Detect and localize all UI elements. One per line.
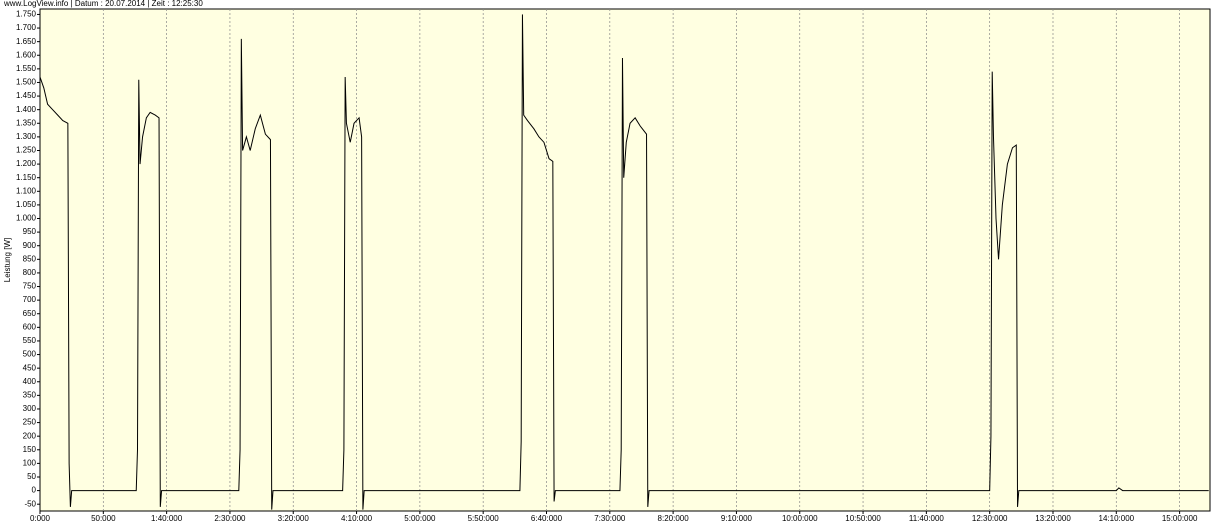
- y-tick-label: 850: [23, 254, 37, 263]
- y-tick-label: 1.400: [16, 105, 37, 114]
- x-tick-label: 10:50:000: [845, 514, 881, 523]
- x-tick-label: 4:10:000: [341, 514, 373, 523]
- y-tick-label: 350: [23, 390, 37, 399]
- y-tick-label: 1.150: [16, 173, 37, 182]
- x-tick-label: 14:10:000: [1099, 514, 1135, 523]
- y-tick-label: 250: [23, 418, 37, 427]
- header: www.LogView.info | Datum : 20.07.2014 | …: [3, 0, 203, 8]
- y-tick-label: 750: [23, 282, 37, 291]
- y-tick-label: 50: [27, 472, 36, 481]
- y-tick-label: 1.650: [16, 37, 37, 46]
- x-tick-label: 2:30:000: [214, 514, 246, 523]
- y-tick-label: 900: [23, 241, 37, 250]
- x-tick-label: 5:00:000: [404, 514, 436, 523]
- x-tick-label: 12:30:000: [972, 514, 1008, 523]
- y-tick-label: 1.550: [16, 64, 37, 73]
- y-tick-label: 1.750: [16, 10, 37, 19]
- y-tick-label: 1.600: [16, 50, 37, 59]
- y-tick-label: 500: [23, 350, 37, 359]
- y-tick-label: 450: [23, 363, 37, 372]
- y-tick-label: 0: [32, 486, 37, 495]
- x-tick-label: 1:40:000: [151, 514, 183, 523]
- x-tick-label: 15:00:000: [1162, 514, 1198, 523]
- y-tick-label: 1.450: [16, 91, 37, 100]
- x-tick-label: 9:10:000: [721, 514, 753, 523]
- plot-area: [39, 8, 1211, 512]
- y-tick-label: 650: [23, 309, 37, 318]
- y-tick-label: 1.200: [16, 159, 37, 168]
- y-tick-label: 1.700: [16, 23, 37, 32]
- y-tick-label: 700: [23, 295, 37, 304]
- x-tick-label: 11:40:000: [909, 514, 945, 523]
- y-tick-label: 300: [23, 404, 37, 413]
- x-tick-label: 13:20:000: [1035, 514, 1071, 523]
- y-tick-label: 100: [23, 458, 37, 467]
- x-tick-label: 50:000: [91, 514, 116, 523]
- y-tick-label: 1.000: [16, 214, 37, 223]
- x-tick-label: 8:20:000: [658, 514, 690, 523]
- y-tick-label: 200: [23, 431, 37, 440]
- y-tick-label: 150: [23, 445, 37, 454]
- data-line: [39, 14, 1209, 510]
- y-axis-label: Leistung [W]: [3, 238, 12, 282]
- x-tick-label: 3:20:000: [278, 514, 310, 523]
- y-tick-label: 1.500: [16, 78, 37, 87]
- y-tick-label: 1.250: [16, 146, 37, 155]
- x-tick-label: 6:40:000: [531, 514, 563, 523]
- y-tick-label: 1.350: [16, 118, 37, 127]
- y-tick-label: 1.050: [16, 200, 37, 209]
- y-tick-label: -50: [24, 499, 36, 508]
- x-tick-label: 0:000: [30, 514, 51, 523]
- y-tick-label: 950: [23, 227, 37, 236]
- y-tick-label: 550: [23, 336, 37, 345]
- x-tick-label: 10:00:000: [782, 514, 818, 523]
- y-tick-label: 1.100: [16, 186, 37, 195]
- y-tick-label: 800: [23, 268, 37, 277]
- y-tick-label: 1.300: [16, 132, 37, 141]
- y-tick-label: 600: [23, 322, 37, 331]
- y-tick-label: 400: [23, 377, 37, 386]
- x-tick-label: 7:30:000: [594, 514, 626, 523]
- x-tick-label: 5:50:000: [468, 514, 500, 523]
